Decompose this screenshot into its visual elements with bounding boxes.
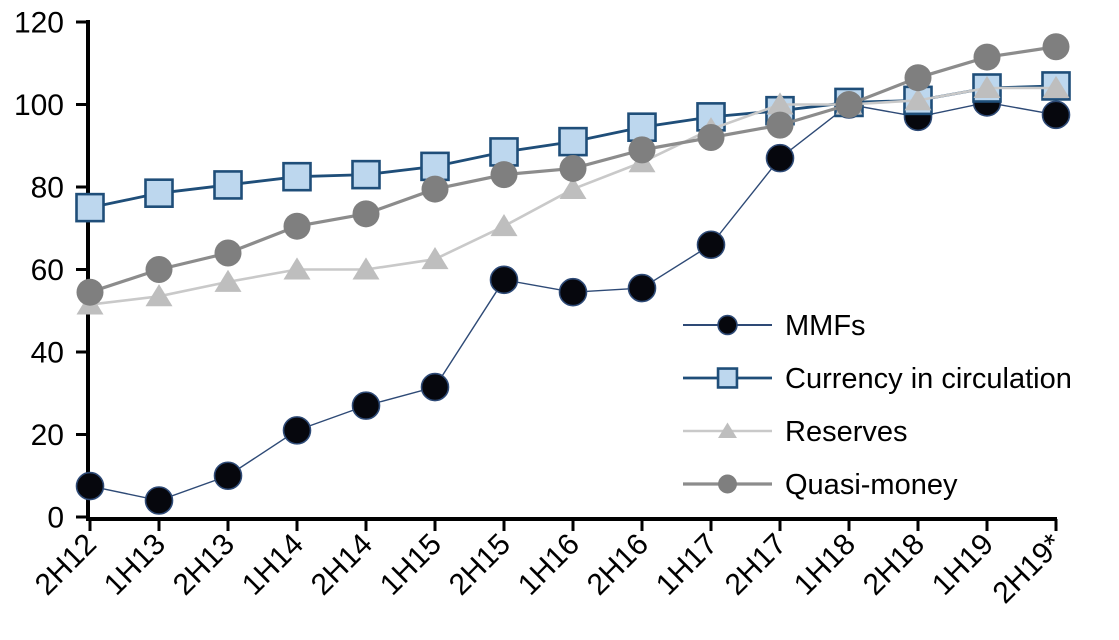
data-point-mmfs-2h16	[627, 273, 657, 303]
data-point-quasi-money-1h14	[283, 212, 311, 240]
legend-marker-reserves	[718, 422, 737, 438]
data-point-mmfs-2h14	[351, 391, 381, 420]
data-point-currency-in-circulation-2h15	[489, 137, 519, 167]
data-point-reserves-1h19	[973, 75, 1001, 98]
data-point-reserves-2h15	[490, 214, 518, 237]
data-point-currency-in-circulation-1h15	[420, 151, 450, 182]
data-point-quasi-money-2h18	[904, 64, 932, 92]
data-point-quasi-money-2h16	[628, 136, 656, 164]
data-point-mmfs-2h17	[765, 143, 795, 173]
y-axis-label-20: 20	[31, 419, 64, 452]
data-point-quasi-money-2h19	[1042, 33, 1070, 61]
data-point-currency-in-circulation-1h13	[144, 178, 174, 208]
y-axis-label-40: 40	[31, 337, 64, 370]
data-point-reserves-1h13	[145, 284, 173, 307]
data-point-currency-in-circulation-1h16	[558, 126, 588, 157]
data-point-quasi-money-2h17	[766, 111, 794, 139]
data-point-mmfs-1h15	[420, 372, 450, 402]
data-point-quasi-money-1h16	[559, 154, 587, 182]
data-point-quasi-money-2h13	[214, 239, 242, 267]
data-point-quasi-money-1h17	[697, 124, 725, 151]
legend-marker-mmfs	[717, 314, 738, 336]
data-point-quasi-money-2h14	[352, 200, 380, 228]
data-point-reserves-2h19	[1042, 75, 1070, 98]
data-point-quasi-money-1h19	[973, 43, 1001, 71]
y-axis-label-100: 100	[14, 89, 64, 122]
legend-label-currency-in-circulation: Currency in circulation	[785, 363, 1072, 395]
data-point-mmfs-2h15	[489, 265, 519, 295]
data-point-currency-in-circulation-2h13	[213, 170, 243, 200]
legend-label-mmfs: MMFs	[785, 310, 866, 342]
data-point-reserves-1h15	[421, 247, 449, 270]
y-axis-label-120: 120	[14, 7, 64, 40]
legend-marker-currency-in-circulation	[716, 367, 739, 389]
data-point-quasi-money-1h18	[835, 91, 863, 118]
data-point-mmfs-2h13	[213, 461, 243, 491]
data-point-mmfs-1h13	[144, 486, 174, 515]
legend-label-quasi-money: Quasi-money	[785, 469, 958, 501]
y-axis-label-80: 80	[31, 172, 64, 205]
data-point-currency-in-circulation-2h16	[627, 112, 657, 142]
data-point-mmfs-2h12	[75, 471, 105, 501]
y-axis-label-0: 0	[47, 502, 64, 535]
data-point-mmfs-1h16	[558, 277, 588, 307]
data-point-reserves-2h18	[904, 88, 932, 111]
data-point-reserves-2h13	[214, 269, 242, 292]
y-axis-label-60: 60	[31, 254, 64, 287]
data-point-quasi-money-1h15	[421, 175, 449, 203]
data-point-reserves-2h17	[766, 92, 794, 115]
data-point-reserves-1h14	[283, 257, 311, 280]
data-point-reserves-1h16	[559, 176, 587, 200]
data-point-quasi-money-2h15	[490, 161, 518, 189]
legend-marker-quasi-money	[718, 474, 737, 494]
legend-label-reserves: Reserves	[785, 416, 908, 448]
data-point-reserves-2h14	[352, 257, 380, 280]
data-point-currency-in-circulation-1h14	[282, 161, 312, 192]
data-point-mmfs-2h19	[1041, 100, 1071, 130]
data-point-mmfs-1h17	[696, 230, 726, 260]
data-point-quasi-money-1h13	[145, 256, 173, 283]
data-point-mmfs-1h14	[282, 416, 312, 445]
data-point-quasi-money-2h12	[76, 278, 104, 306]
data-point-currency-in-circulation-2h14	[351, 159, 381, 190]
data-point-currency-in-circulation-2h12	[75, 192, 105, 223]
